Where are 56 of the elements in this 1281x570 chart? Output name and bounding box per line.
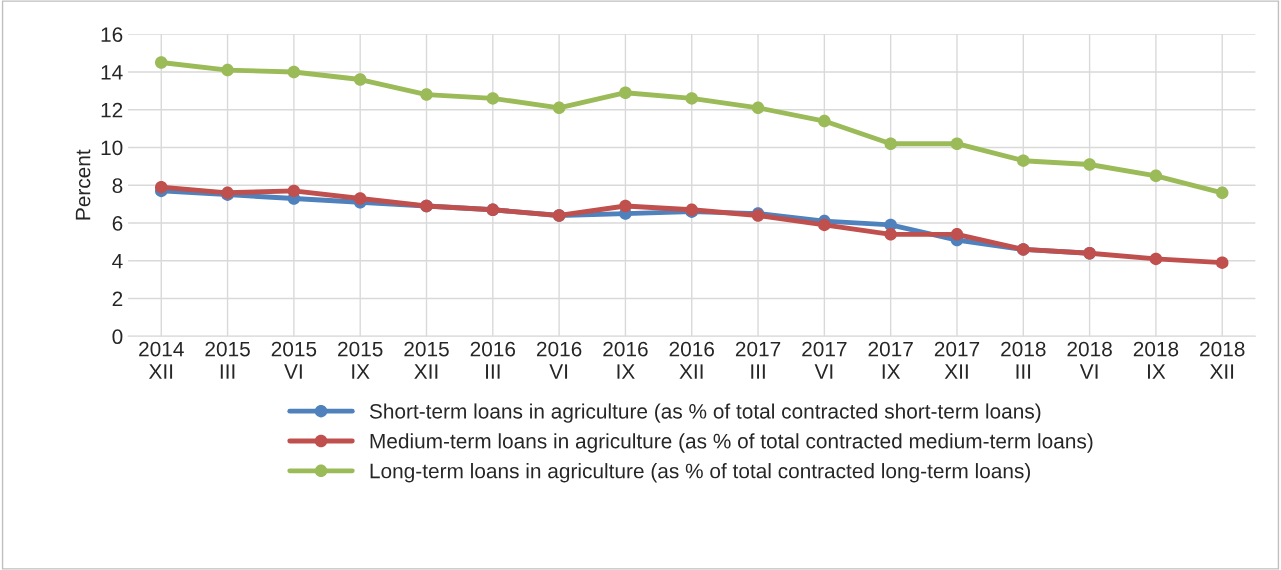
x-tick-label: 2016 XII [669,341,714,379]
x-tick-label: 2017 III [735,341,781,379]
point [950,228,964,241]
legend-label: Long-term loans in agriculture (as % of total contracted long-term loans) [370,463,1030,483]
x-tick-label: 2017 VI [802,341,847,379]
x-tick-label: 2017 IX [868,341,913,379]
x-tick-label: 2015 IX [338,341,383,379]
x-tick-label: 2015 XII [404,341,449,379]
y-tick-label: 6 [112,216,123,231]
y-tick-label: 14 [101,65,123,80]
point [818,114,831,128]
point [685,92,698,105]
point [1215,186,1229,200]
y-tick-label: 8 [112,178,123,193]
point [950,137,964,150]
point [884,228,897,241]
point [287,65,301,79]
point [155,56,168,69]
y-axis-title: Percent [75,149,91,220]
point [486,92,500,105]
point [619,199,632,213]
legend-label: Short-term loans in agriculture (as % of total contracted short-term loans) [369,403,1041,423]
x-tick-label: 2018 XII [1200,341,1245,379]
point [1215,256,1229,269]
x-tick-label: 2016 IX [603,341,648,379]
point [884,137,897,150]
point [155,180,168,194]
y-tick-label: 4 [112,253,123,269]
x-tick-label: 2014 XII [139,341,184,379]
point [1149,252,1163,266]
x-tick-label: 2018 VI [1067,341,1112,379]
point [1017,154,1030,167]
point [287,184,301,198]
x-tick-label: 2015 III [205,341,250,379]
y-tick-label: 0 [112,329,123,345]
point [818,218,831,232]
point [751,101,765,115]
x-tick-label: 2017 XII [934,341,980,379]
point [619,86,632,99]
x-tick-label: 2018 IX [1133,341,1179,379]
legend-label: Medium-term loans in agriculture (as % of total contracted medium-term loans) [370,433,1093,453]
y-tick-label: 12 [101,102,123,118]
point [420,88,433,101]
x-tick-label: 2016 VI [537,341,582,379]
point [353,73,367,86]
y-tick-label: 10 [101,140,123,156]
point [552,101,566,115]
x-tick-label: 2018 III [1001,341,1046,379]
y-tick-label: 16 [101,27,123,42]
x-tick-label: 2015 VI [271,341,317,379]
point [1149,169,1163,183]
y-tick-label: 2 [112,291,123,307]
point [1083,158,1096,171]
x-tick-label: 2016 III [470,341,516,379]
point [221,63,234,77]
point [353,192,367,205]
